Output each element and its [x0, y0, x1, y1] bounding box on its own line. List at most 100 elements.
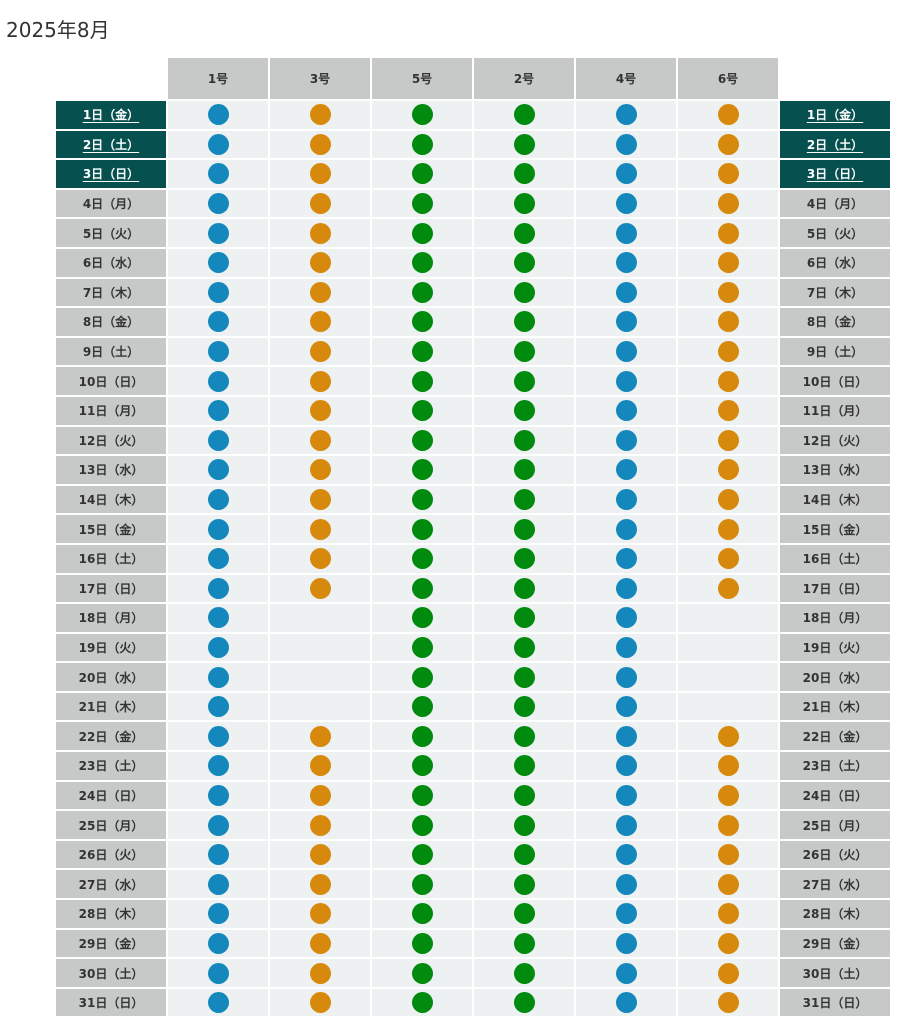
status-cell: [576, 633, 676, 662]
availability-dot-icon: [717, 873, 739, 895]
availability-dot-icon: [615, 252, 637, 274]
availability-dot-icon: [309, 133, 331, 155]
status-cell: [372, 219, 472, 247]
availability-dot-icon: [717, 222, 739, 244]
status-cell: [372, 189, 472, 218]
availability-dot-icon: [411, 222, 433, 244]
status-cell: [168, 574, 268, 603]
availability-dot-icon: [513, 518, 535, 540]
table-row: 10日（日） 10日（日）: [56, 367, 890, 395]
availability-dot-icon: [615, 370, 637, 392]
date-link[interactable]: 2日（土）: [806, 137, 864, 152]
status-cell: [678, 456, 778, 484]
header-row: 1号 3号 5号 2号 4号 6号: [56, 58, 890, 99]
availability-dot-icon: [411, 281, 433, 303]
date-link[interactable]: 3日（日）: [806, 167, 864, 182]
availability-dot-icon: [309, 844, 331, 866]
status-cell: [678, 485, 778, 514]
date-cell-left: 10日（日）: [56, 367, 166, 395]
status-cell: [576, 278, 676, 307]
status-cell: [678, 663, 778, 691]
date-cell-left: 20日（水）: [56, 663, 166, 691]
date-cell-right: 21日（木）: [780, 692, 890, 721]
status-cell: [474, 219, 574, 247]
column-header: 5号: [372, 58, 472, 99]
availability-dot-icon: [615, 992, 637, 1014]
table-row: 18日（月） 18日（月）: [56, 604, 890, 632]
status-cell: [270, 337, 370, 366]
date-link[interactable]: 1日（金）: [806, 108, 864, 123]
status-cell: [270, 781, 370, 810]
availability-dot-icon: [717, 577, 739, 599]
table-row: 12日（火） 12日（火）: [56, 426, 890, 455]
date-cell-right: 29日（金）: [780, 929, 890, 958]
date-link[interactable]: 2日（土）: [82, 137, 140, 152]
status-cell: [474, 485, 574, 514]
date-link[interactable]: 3日（日）: [82, 167, 140, 182]
table-row: 29日（金） 29日（金）: [56, 929, 890, 958]
status-cell: [678, 101, 778, 129]
status-cell: [372, 840, 472, 869]
date-link[interactable]: 1日（金）: [82, 108, 140, 123]
status-cell: [372, 752, 472, 780]
status-cell: [576, 811, 676, 839]
date-cell-left: 25日（月）: [56, 811, 166, 839]
date-cell-left: 15日（金）: [56, 515, 166, 543]
date-cell-left: 14日（木）: [56, 485, 166, 514]
date-cell-right: 17日（日）: [780, 574, 890, 603]
availability-dot-icon: [207, 725, 229, 747]
status-cell: [270, 929, 370, 958]
availability-dot-icon: [615, 814, 637, 836]
availability-dot-icon: [207, 252, 229, 274]
column-header: 6号: [678, 58, 778, 99]
date-cell-left: 13日（水）: [56, 456, 166, 484]
availability-dot-icon: [207, 400, 229, 422]
table-row: 21日（木） 21日（木）: [56, 692, 890, 721]
availability-dot-icon: [717, 755, 739, 777]
date-cell-right: 10日（日）: [780, 367, 890, 395]
availability-dot-icon: [309, 222, 331, 244]
availability-dot-icon: [411, 725, 433, 747]
status-cell: [270, 544, 370, 573]
status-cell: [270, 308, 370, 336]
status-cell: [474, 278, 574, 307]
availability-dot-icon: [207, 548, 229, 570]
availability-dot-icon: [411, 459, 433, 481]
table-row: 6日（水） 6日（水）: [56, 248, 890, 277]
status-cell: [474, 308, 574, 336]
status-cell: [372, 900, 472, 928]
availability-dot-icon: [309, 370, 331, 392]
status-cell: [576, 101, 676, 129]
status-cell: [576, 692, 676, 721]
availability-dot-icon: [207, 666, 229, 688]
availability-dot-icon: [309, 577, 331, 599]
status-cell: [270, 752, 370, 780]
availability-dot-icon: [513, 814, 535, 836]
date-cell-left: 24日（日）: [56, 781, 166, 810]
table-row: 9日（土） 9日（土）: [56, 337, 890, 366]
availability-dot-icon: [615, 844, 637, 866]
status-cell: [474, 456, 574, 484]
header-blank-left: [56, 58, 166, 99]
availability-dot-icon: [615, 429, 637, 451]
status-cell: [168, 396, 268, 425]
status-cell: [168, 663, 268, 691]
status-cell: [168, 544, 268, 573]
status-cell: [576, 367, 676, 395]
status-cell: [372, 988, 472, 1017]
availability-dot-icon: [207, 873, 229, 895]
availability-dot-icon: [207, 518, 229, 540]
availability-dot-icon: [411, 932, 433, 954]
status-cell: [168, 189, 268, 218]
date-cell-right: 30日（土）: [780, 959, 890, 987]
table-row: 24日（日） 24日（日）: [56, 781, 890, 810]
status-cell: [168, 929, 268, 958]
availability-dot-icon: [717, 962, 739, 984]
table-row: 11日（月） 11日（月）: [56, 396, 890, 425]
availability-dot-icon: [207, 636, 229, 658]
date-cell-left: 1日（金）: [56, 101, 166, 129]
status-cell: [678, 870, 778, 899]
availability-dot-icon: [717, 400, 739, 422]
status-cell: [168, 781, 268, 810]
availability-dot-icon: [207, 844, 229, 866]
